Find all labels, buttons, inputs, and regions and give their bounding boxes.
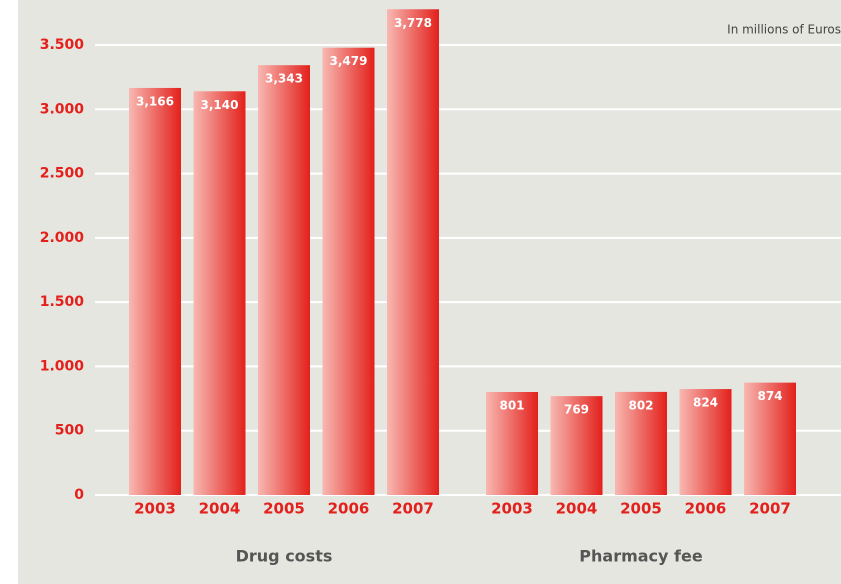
value-label: 3,778: [394, 16, 432, 30]
y-tick-label: 2.500: [40, 166, 85, 182]
y-tick-label: 0: [74, 487, 84, 503]
x-tick-label: 2003: [134, 500, 176, 518]
value-label: 3,479: [330, 54, 368, 68]
x-tick-label: 2006: [328, 500, 370, 518]
y-tick-label: 3.000: [40, 101, 85, 117]
x-tick-label: 2004: [556, 500, 598, 518]
value-label: 802: [628, 398, 653, 412]
y-tick-label: 1.000: [40, 358, 85, 374]
x-tick-label: 2007: [749, 500, 791, 518]
value-label: 824: [693, 396, 718, 410]
x-tick-label: 2004: [199, 500, 241, 518]
bar: [258, 65, 310, 495]
bar: [486, 392, 538, 495]
annotation: In millions of Euros: [727, 23, 841, 37]
y-tick-label: 3.500: [40, 37, 85, 53]
bar: [193, 91, 246, 496]
value-label: 801: [499, 399, 524, 413]
bar: [129, 87, 181, 495]
bar: [615, 391, 667, 495]
value-label: 874: [757, 389, 782, 403]
value-label: 3,166: [136, 94, 174, 108]
x-tick-label: 2007: [392, 500, 434, 518]
x-tick-label: 2005: [263, 500, 305, 518]
bar: [387, 9, 439, 496]
x-tick-label: 2003: [491, 500, 533, 518]
y-tick-label: 1.500: [40, 294, 85, 310]
group-label: Drug costs: [236, 547, 333, 566]
bar: [550, 396, 603, 495]
bar: [744, 382, 796, 495]
value-label: 3,140: [201, 98, 239, 112]
value-label: 3,343: [265, 72, 303, 86]
bar: [679, 389, 732, 495]
group-label: Pharmacy fee: [579, 547, 703, 566]
x-tick-label: 2005: [620, 500, 662, 518]
value-label: 769: [564, 403, 589, 417]
y-tick-label: 500: [55, 423, 84, 439]
bar: [322, 47, 375, 495]
y-tick-label: 2.000: [40, 230, 85, 246]
x-tick-label: 2006: [685, 500, 727, 518]
